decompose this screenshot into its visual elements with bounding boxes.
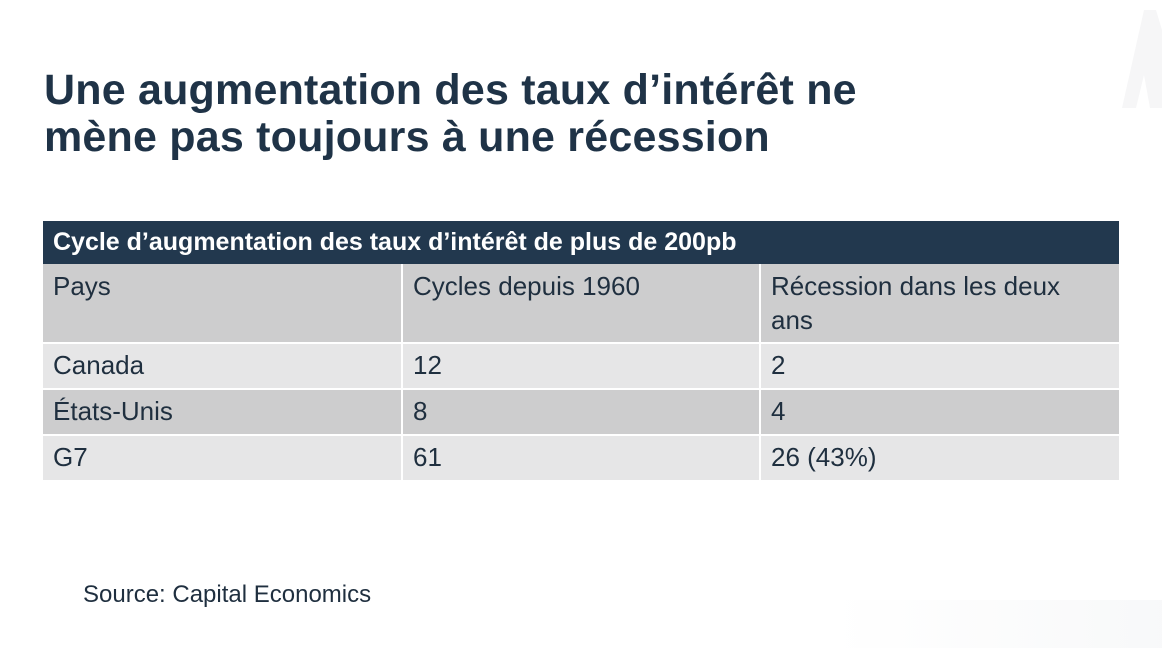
cell-recession: 26 (43%) (760, 435, 1120, 482)
rate-cycle-table: Cycle d’augmentation des taux d’intérêt … (43, 221, 1120, 482)
column-header-recession: Récession dans les deux ans (760, 264, 1120, 344)
cell-country: États-Unis (43, 389, 403, 436)
cell-cycles: 8 (402, 389, 761, 436)
cell-country: Canada (43, 343, 403, 390)
table-caption: Cycle d’augmentation des taux d’intérêt … (43, 221, 1120, 264)
table-row: G7 61 26 (43%) (43, 435, 1120, 482)
cell-cycles: 61 (402, 435, 761, 482)
table-caption-row: Cycle d’augmentation des taux d’intérêt … (43, 221, 1120, 264)
cell-cycles: 12 (402, 343, 761, 390)
slide-title-line-1: Une augmentation des taux d’intérêt ne (44, 66, 857, 114)
table-row: États-Unis 8 4 (43, 389, 1120, 436)
cell-country: G7 (43, 435, 403, 482)
footer-shade (832, 600, 1162, 648)
cell-recession: 2 (760, 343, 1120, 390)
slide-title: Une augmentation des taux d’intérêt ne m… (44, 67, 1044, 161)
source-note: Source: Capital Economics (83, 581, 372, 608)
cell-recession: 4 (760, 389, 1120, 436)
watermark-logo (1052, 0, 1162, 115)
slide-title-line-2: mène pas toujours à une récession (44, 113, 770, 161)
table-header-row: Pays Cycles depuis 1960 Récession dans l… (43, 264, 1120, 344)
column-header-country: Pays (43, 264, 403, 344)
column-header-cycles: Cycles depuis 1960 (402, 264, 761, 344)
table-row: Canada 12 2 (43, 343, 1120, 390)
